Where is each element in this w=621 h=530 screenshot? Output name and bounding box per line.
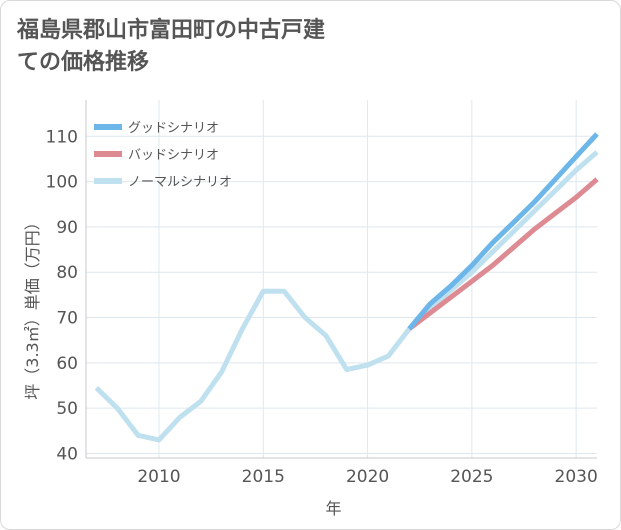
y-tick-label: 90	[56, 218, 78, 238]
x-tick-label: 2025	[450, 467, 493, 487]
legend-label-2: ノーマルシナリオ	[128, 175, 232, 190]
y-tick-label: 80	[56, 263, 78, 283]
x-axis-title: 年	[325, 499, 341, 518]
x-tick-label: 2015	[242, 467, 285, 487]
series-line-0	[407, 132, 599, 331]
series-line-2	[94, 150, 599, 443]
x-tick-label: 2010	[137, 467, 180, 487]
legend-label-0: グッドシナリオ	[128, 121, 219, 136]
x-tick-label: 2020	[346, 467, 389, 487]
y-tick-label: 110	[46, 127, 78, 147]
y-tick-label: 100	[46, 173, 78, 193]
series-line-1	[407, 177, 599, 331]
y-tick-label: 70	[56, 309, 78, 329]
y-axis-title: 坪（3.3㎡）単価（万円）	[23, 214, 42, 399]
y-tick-label: 50	[56, 399, 78, 419]
chart-title: 福島県郡山市富田町の中古戸建ての価格推移	[17, 18, 326, 75]
y-tick-label: 40	[56, 444, 78, 464]
legend-label-1: バッドシナリオ	[128, 148, 219, 163]
y-tick-label: 60	[56, 354, 78, 374]
x-tick-label: 2030	[555, 467, 598, 487]
